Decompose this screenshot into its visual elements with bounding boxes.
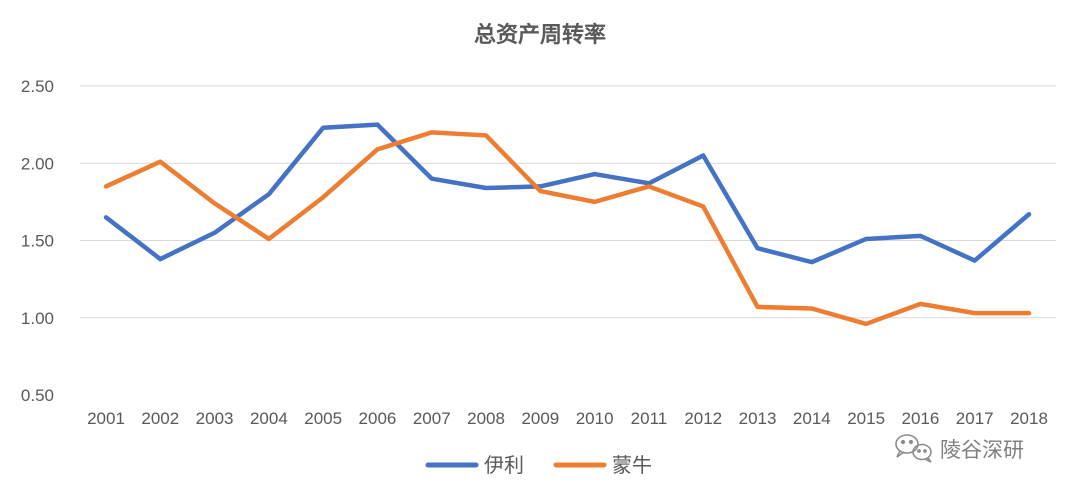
legend-item-mengniu: 蒙牛 xyxy=(553,453,652,477)
x-tick-label: 2002 xyxy=(141,409,179,428)
x-tick-label: 2014 xyxy=(793,409,831,428)
x-tick-label: 2004 xyxy=(250,409,288,428)
x-tick-label: 2016 xyxy=(901,409,939,428)
y-tick-label: 1.00 xyxy=(21,309,54,328)
x-tick-label: 2003 xyxy=(196,409,234,428)
x-tick-label: 2013 xyxy=(739,409,777,428)
x-tick-label: 2005 xyxy=(304,409,342,428)
grid xyxy=(80,85,1056,319)
x-tick-label: 2010 xyxy=(576,409,614,428)
y-axis: 0.50 1.00 1.50 2.00 2.50 xyxy=(21,77,54,405)
x-tick-label: 2009 xyxy=(521,409,559,428)
x-tick-label: 2011 xyxy=(631,409,668,428)
y-tick-label: 2.50 xyxy=(21,77,54,96)
legend-label-mengniu: 蒙牛 xyxy=(612,453,652,477)
y-tick-label: 1.50 xyxy=(21,232,54,251)
x-tick-label: 2017 xyxy=(956,409,994,428)
x-tick-label: 2012 xyxy=(684,409,722,428)
x-tick-label: 2001 xyxy=(87,409,125,428)
watermark-text: 陵谷深研 xyxy=(940,438,1024,462)
legend: 伊利 蒙牛 xyxy=(425,453,652,477)
wechat-icon xyxy=(895,434,932,463)
x-tick-label: 2007 xyxy=(413,409,451,428)
chart-title: 总资产周转率 xyxy=(474,22,606,48)
y-tick-label: 0.50 xyxy=(21,386,54,405)
y-tick-label: 2.00 xyxy=(21,154,54,173)
x-tick-label: 2018 xyxy=(1010,409,1048,428)
legend-item-yili: 伊利 xyxy=(425,453,524,477)
x-tick-label: 2006 xyxy=(359,409,397,428)
x-tick-label: 2008 xyxy=(467,409,505,428)
watermark: 陵谷深研 xyxy=(895,434,1024,463)
x-axis: 2001 2002 2003 2004 2005 2006 2007 2008 2009 2010… xyxy=(87,409,1048,428)
series-line-yili xyxy=(103,122,1032,265)
series-line-mengniu xyxy=(103,130,1032,327)
x-tick-label: 2015 xyxy=(847,409,885,428)
plot-lines xyxy=(103,122,1032,327)
legend-label-yili: 伊利 xyxy=(484,453,524,477)
